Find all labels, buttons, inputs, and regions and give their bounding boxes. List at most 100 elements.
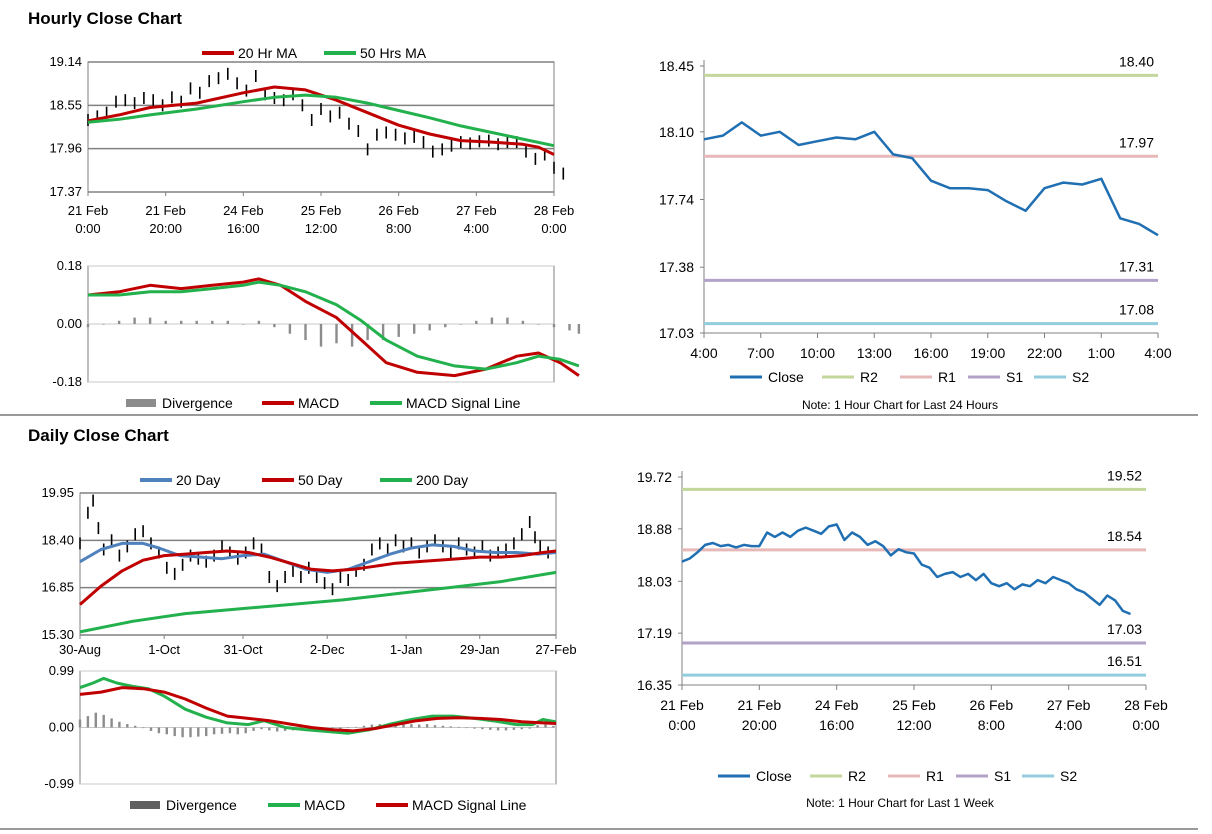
hourly-24h-chart: 18.45 18.10 17.74 17.38 17.03 18.40 17.97 17.31… — [659, 53, 1172, 412]
hourly_24h-ytick-1: 18.10 — [659, 124, 694, 140]
hourly_price-xtick-3-line1: 25 Feb — [301, 203, 341, 218]
daily_price-close-point-12 — [166, 561, 168, 574]
daily_price-close-point-59 — [534, 531, 536, 544]
hourly_macd-divergence-bar-17 — [350, 324, 354, 347]
hourly_price-close-point-10 — [180, 95, 182, 108]
daily_price-close-point-19 — [221, 540, 223, 553]
daily_week-level-label-s1: 17.03 — [1107, 621, 1142, 637]
daily_macd-divergence-bar-50 — [473, 727, 476, 729]
daily_macd-divergence-bar-60 — [552, 725, 555, 728]
daily_macd-divergence-bar-13 — [181, 727, 184, 738]
daily_price-close-point-26 — [276, 580, 278, 593]
hourly_price-close-point-30 — [366, 143, 369, 156]
hourly_price-xtick-1-line2: 20:00 — [149, 221, 182, 236]
hourly_price-close-point-1 — [96, 110, 99, 123]
daily_price-close-point-36 — [355, 564, 357, 577]
hourly_price-xtick-1-line1: 21 Feb — [145, 203, 185, 218]
hourly_24h-xtick-5: 19:00 — [970, 345, 1005, 361]
daily_week-legend-close-label: Close — [756, 768, 792, 784]
hourly_price-close-point-19 — [264, 88, 266, 101]
legend-macd-signal-label: MACD Signal Line — [406, 395, 521, 411]
hourly_price-close-point-21 — [282, 94, 285, 107]
hourly_price-close-point-18 — [255, 70, 257, 82]
hourly-macd-chart: 0.18 0.00 -0.18 Divergence MACD MACD Signal L… — [52, 258, 581, 411]
daily_macd-divergence-bar-1 — [86, 716, 90, 728]
daily_macd-divergence-bar-4 — [110, 718, 113, 728]
daily_macd-divergence-bar-20 — [236, 727, 239, 735]
hourly_macd-divergence-bar-26 — [490, 317, 494, 324]
hourly_price-close-point-11 — [189, 82, 192, 95]
daily_week-xtick-0-line1: 21 Feb — [660, 697, 704, 713]
daily_week-xtick-3-line2: 12:00 — [896, 717, 931, 733]
daily_price-close-point-7 — [126, 540, 129, 553]
daily_price-close-point-14 — [181, 558, 184, 571]
daily_week-xtick-5-line2: 4:00 — [1055, 717, 1082, 733]
daily_week-xtick-3-line1: 25 Feb — [892, 697, 936, 713]
hourly_24h-note: Note: 1 Hour Chart for Last 24 Hours — [802, 398, 998, 412]
legend-50hrs-ma-label: 50 Hrs MA — [360, 45, 427, 61]
hourly_macd-divergence-bar-14 — [304, 324, 307, 341]
daily_week-ytick-3: 17.19 — [637, 625, 672, 641]
daily_macd-divergence-bar-8 — [141, 727, 145, 729]
hourly_macd-divergence-bar-6 — [180, 320, 183, 324]
daily_price-close-point-2 — [92, 494, 94, 507]
daily_price-close-point-8 — [134, 528, 136, 541]
hourly_macd-divergence-bar-29 — [537, 324, 540, 325]
hourly_price-xtick-4-line2: 8:00 — [386, 221, 411, 236]
daily_week-ytick-1: 18.88 — [637, 521, 672, 537]
daily_macd-divergence-bar-9 — [149, 727, 153, 731]
hourly_macd-divergence-bar-25 — [475, 320, 478, 324]
hourly_macd-divergence-bar-0 — [86, 324, 90, 328]
hourly_price-close-point-23 — [301, 99, 304, 112]
daily_week-xtick-1-line2: 20:00 — [742, 717, 777, 733]
daily_week-series-close — [681, 523, 1131, 616]
hourly_price-close-point-17 — [245, 84, 248, 97]
daily_macd-divergence-bar-5 — [118, 721, 121, 728]
legend-macd-label: MACD — [298, 395, 339, 411]
hourly_price-close-point-5 — [133, 97, 136, 110]
daily_price-close-point-6 — [118, 549, 121, 562]
hourly_price-xtick-5-line2: 4:00 — [464, 221, 489, 236]
hourly_macd-divergence-bar-15 — [319, 324, 323, 347]
daily_macd-divergence-bar-35 — [354, 726, 358, 728]
daily_macd-ytick-2: -0.99 — [44, 776, 74, 791]
hourly_price-xtick-2-line1: 24 Feb — [223, 203, 263, 218]
daily_price-close-point-58 — [528, 516, 531, 528]
hourly_price-series-20-hr-ma — [87, 85, 555, 156]
hourly_price-close-point-39 — [450, 139, 453, 152]
hourly_price-close-point-2 — [105, 106, 108, 119]
hourly_price-close-point-37 — [432, 145, 434, 158]
daily_macd-divergence-bar-2 — [94, 712, 97, 728]
hourly_price-close-point-29 — [357, 125, 360, 137]
hourly_macd-divergence-bar-18 — [366, 324, 369, 341]
hourly_macd-divergence-bar-13 — [288, 324, 292, 334]
hourly_price-close-point-24 — [310, 114, 313, 126]
hourly_macd-divergence-bar-30 — [552, 324, 556, 328]
daily_macd-divergence-bar-33 — [339, 727, 342, 730]
daily_macd-divergence-bar-23 — [260, 727, 263, 730]
hourly_24h-legend-s2-label: S2 — [1072, 369, 1089, 385]
hourly_price-xtick-0-line1: 21 Feb — [68, 203, 108, 218]
hourly_price-xtick-2-line2: 16:00 — [227, 221, 260, 236]
daily_macd-divergence-bar-17 — [212, 727, 216, 735]
daily_price-close-point-25 — [268, 571, 271, 583]
daily_week-level-label-s2: 16.51 — [1107, 653, 1142, 669]
hourly_price-close-point-15 — [227, 67, 229, 80]
hourly_macd-divergence-bar-21 — [413, 324, 416, 334]
hourly_price-close-point-22 — [292, 88, 294, 101]
hourly_24h-level-label-r2: 18.40 — [1119, 53, 1154, 69]
legend-divergence-daily-label: Divergence — [166, 797, 237, 813]
daily_macd-divergence-bar-51 — [481, 727, 484, 730]
daily-week-chart: 19.72 18.88 18.03 17.19 16.35 19.52 18.54 17.03… — [637, 467, 1168, 810]
daily_price-close-point-40 — [386, 543, 389, 556]
daily_macd-divergence-bar-56 — [520, 727, 523, 730]
daily_macd-divergence-bar-15 — [197, 727, 200, 737]
daily_macd-divergence-bar-3 — [102, 714, 105, 728]
daily_week-level-label-r2: 19.52 — [1107, 467, 1142, 483]
daily_price-close-point-43 — [410, 537, 413, 550]
daily_price-close-point-52 — [481, 540, 484, 553]
hourly_price-close-point-47 — [525, 145, 527, 158]
daily_macd-divergence-bar-45 — [433, 725, 437, 728]
hourly_24h-xtick-3: 13:00 — [857, 345, 892, 361]
hourly_macd-divergence-bar-28 — [521, 320, 525, 324]
